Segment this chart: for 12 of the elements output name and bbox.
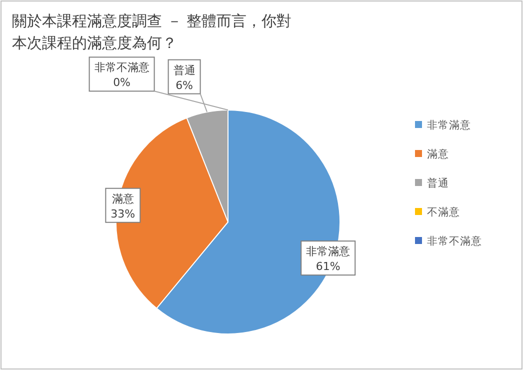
legend-label: 非常滿意 xyxy=(427,118,471,132)
slice-label: 普通 xyxy=(173,64,196,77)
legend-label: 滿意 xyxy=(427,148,449,160)
legend-label: 不滿意 xyxy=(427,206,460,218)
data-label: 6% xyxy=(176,78,194,92)
legend-label: 普通 xyxy=(427,176,449,190)
data-label: 33% xyxy=(110,207,136,220)
slice-label: 非常滿意 xyxy=(306,245,350,258)
data-label: 61% xyxy=(316,260,340,274)
title: 關於本課程滿意度調查 － 整體而言，你對本次課程的滿意度為何？ xyxy=(12,12,292,52)
slice-label: 滿意 xyxy=(112,192,134,206)
legend-label: 非常不滿意 xyxy=(427,234,482,248)
